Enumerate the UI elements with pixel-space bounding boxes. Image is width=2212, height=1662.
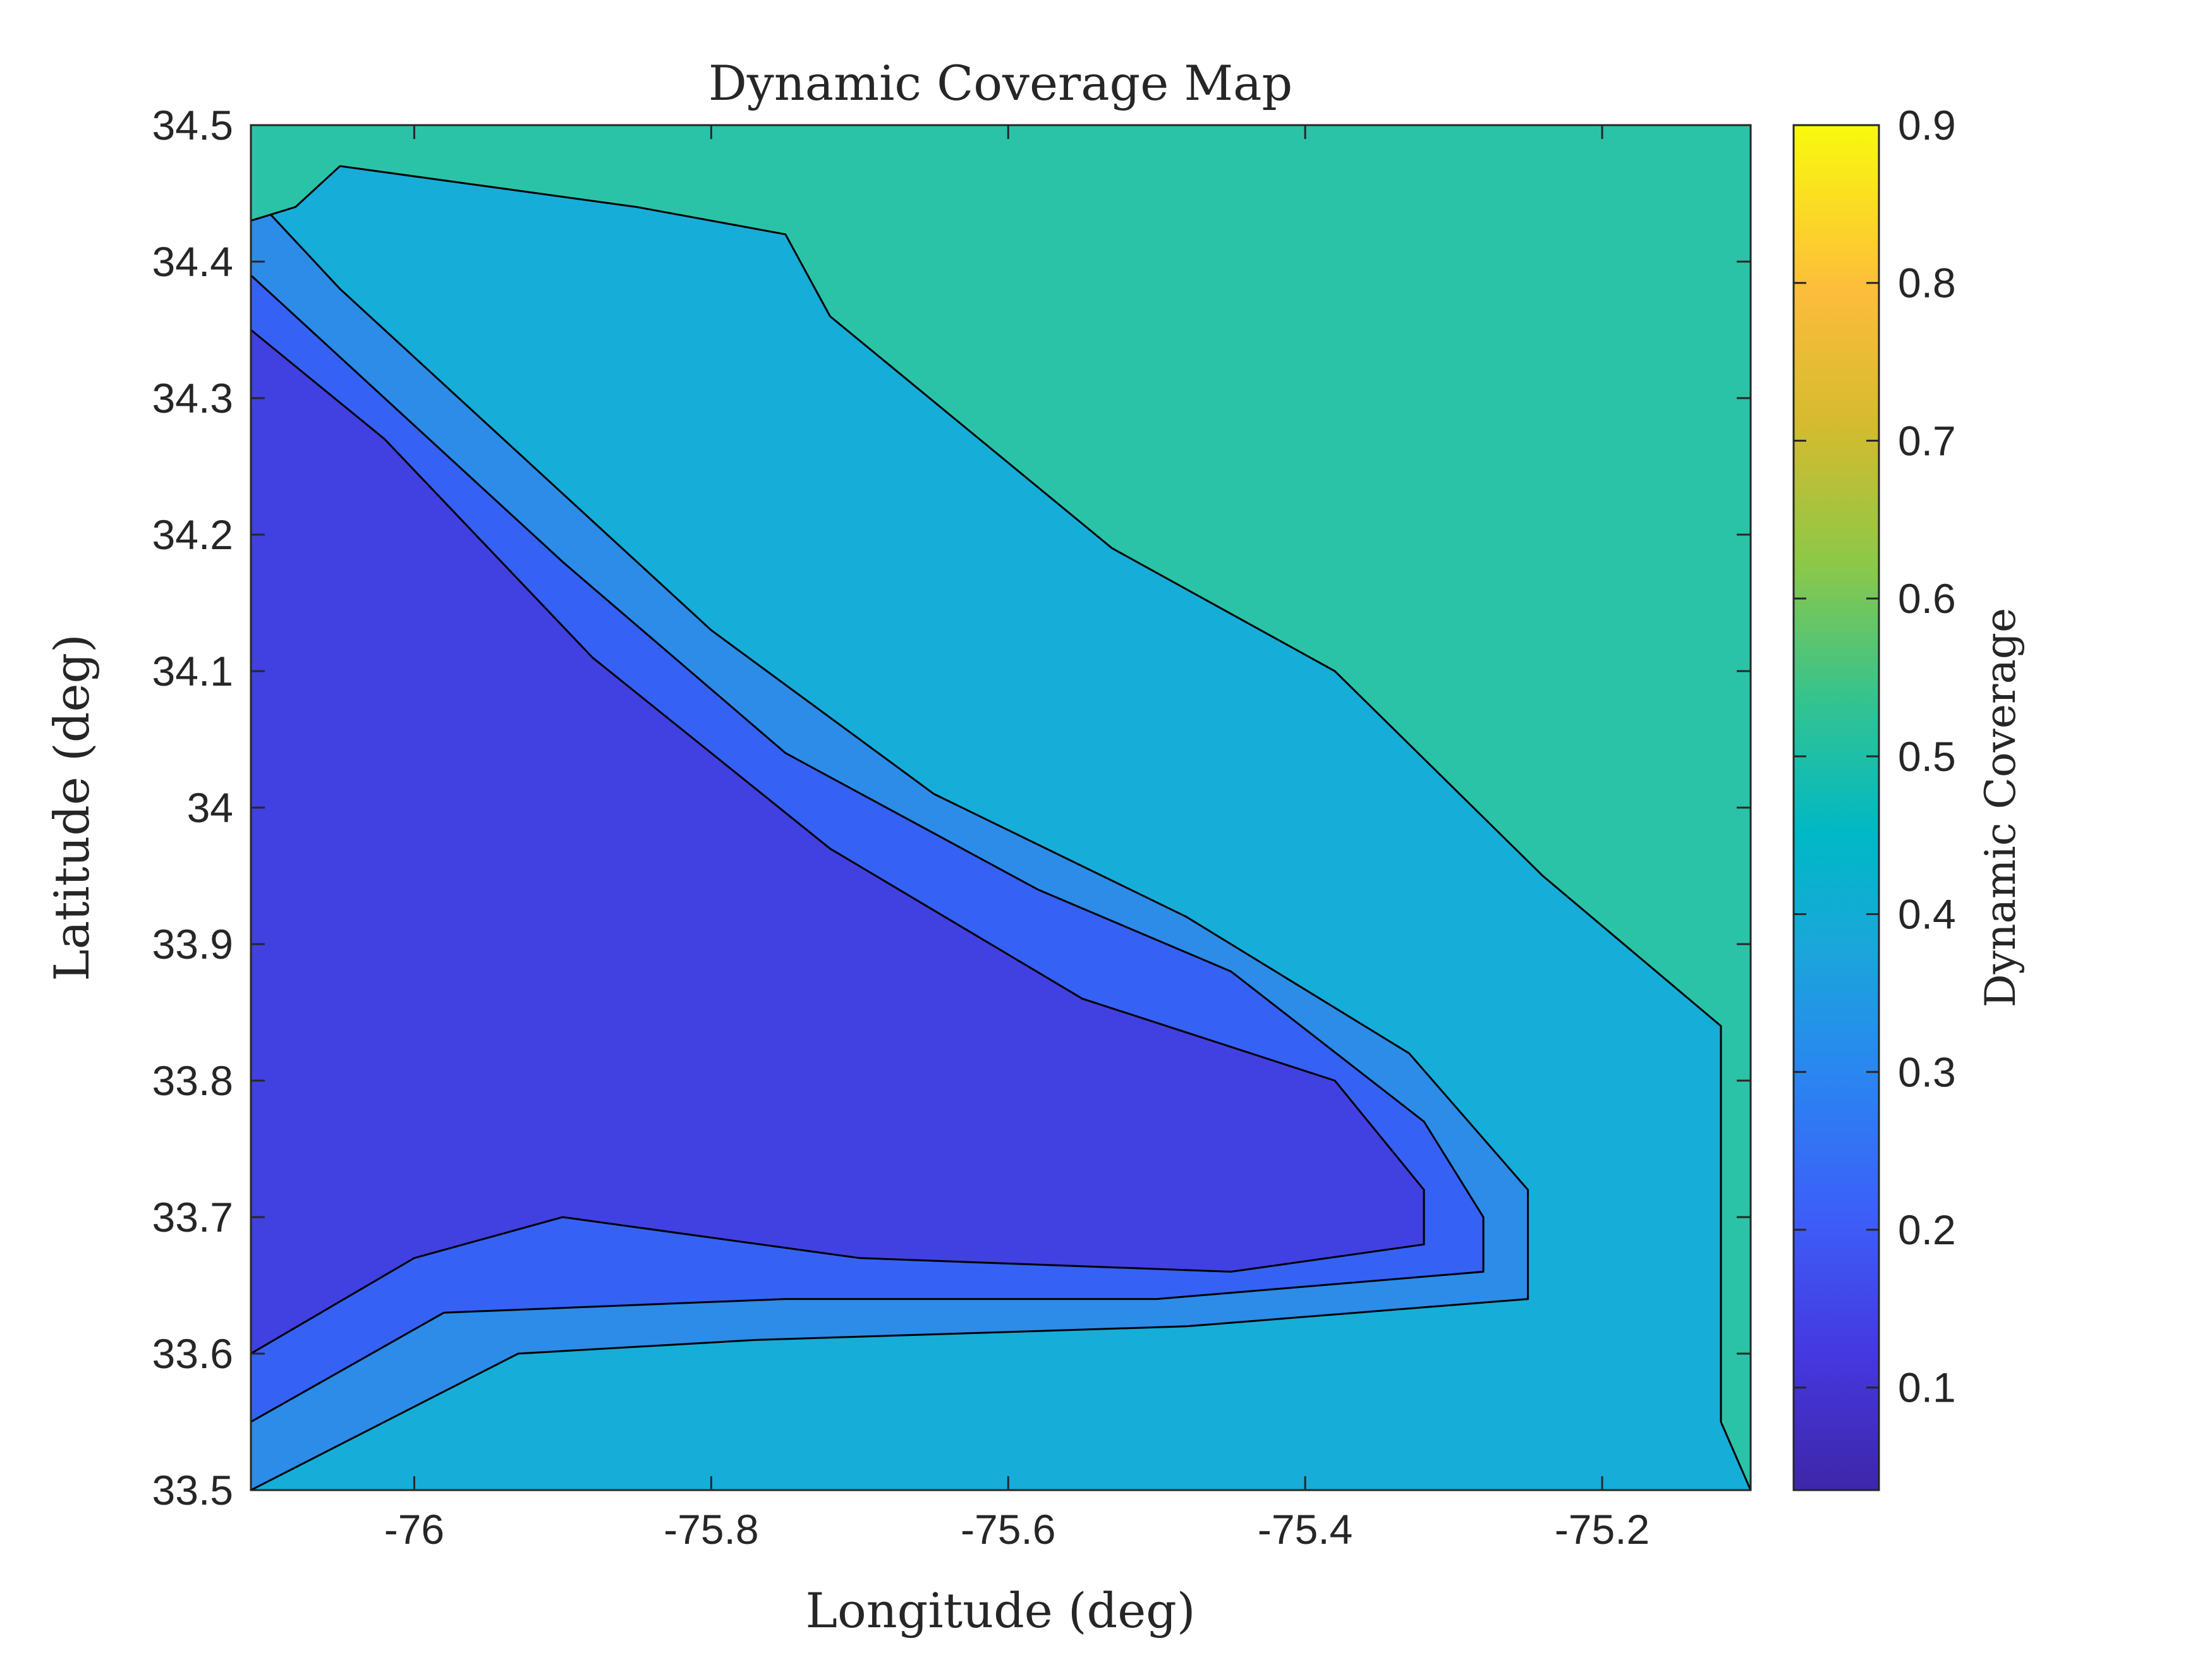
colorbar-tick-label: 0.1	[1898, 1364, 1956, 1411]
y-tick-label: 33.9	[152, 921, 233, 967]
y-tick-label: 33.6	[152, 1330, 233, 1377]
colorbar-label: Dynamic Coverage	[1976, 608, 2025, 1007]
y-axis-label: Latitude (deg)	[44, 634, 100, 981]
colorbar: 0.1 0.2 0.3 0.4 0.5 0.6 0.7 0.8 0.9 Dynamic Cove…	[1792, 102, 2025, 1491]
colorbar-tick-label: 0.4	[1898, 891, 1956, 938]
x-tick-label: -75.8	[664, 1506, 758, 1553]
colorbar-ticks: 0.1 0.2 0.3 0.4 0.5 0.6 0.7 0.8 0.9	[1794, 102, 1956, 1411]
y-tick-label: 33.5	[152, 1467, 233, 1513]
colorbar-tick-label: 0.3	[1898, 1048, 1956, 1095]
colorbar-tick-label: 0.6	[1898, 575, 1956, 622]
contour-region-4	[251, 125, 1751, 1490]
y-tick-label: 33.8	[152, 1057, 233, 1104]
x-tick-label: -75.2	[1555, 1506, 1650, 1553]
axes: -76 -75.8 -75.6 -75.4 -75.2 33.5 33.6 33.7 33.8 3…	[152, 102, 1751, 1553]
x-axis-label: Longitude (deg)	[806, 1582, 1196, 1639]
colorbar-gradient	[1792, 124, 1880, 1491]
contour-fill-group	[251, 125, 1751, 1490]
colorbar-tick-label: 0.7	[1898, 417, 1956, 464]
y-tick-label: 34.2	[152, 511, 233, 558]
y-tick-label: 34	[187, 784, 233, 831]
y-tick-label: 34.1	[152, 648, 233, 695]
y-tick-label: 34.5	[152, 102, 233, 149]
y-tick-label: 34.4	[152, 238, 233, 285]
colorbar-tick-label: 0.2	[1898, 1206, 1956, 1253]
chart-title: Dynamic Coverage Map	[708, 55, 1292, 111]
y-tick-label: 33.7	[152, 1194, 233, 1240]
colorbar-tick-label: 0.9	[1898, 102, 1956, 149]
x-tick-label: -75.6	[961, 1506, 1055, 1553]
x-tick-label: -76	[384, 1506, 444, 1553]
plot-area	[250, 124, 1752, 1491]
colorbar-tick-label: 0.8	[1898, 260, 1956, 306]
y-tick-label: 34.3	[152, 375, 233, 422]
colorbar-tick-label: 0.5	[1898, 733, 1956, 780]
x-tick-label: -75.4	[1258, 1506, 1352, 1553]
